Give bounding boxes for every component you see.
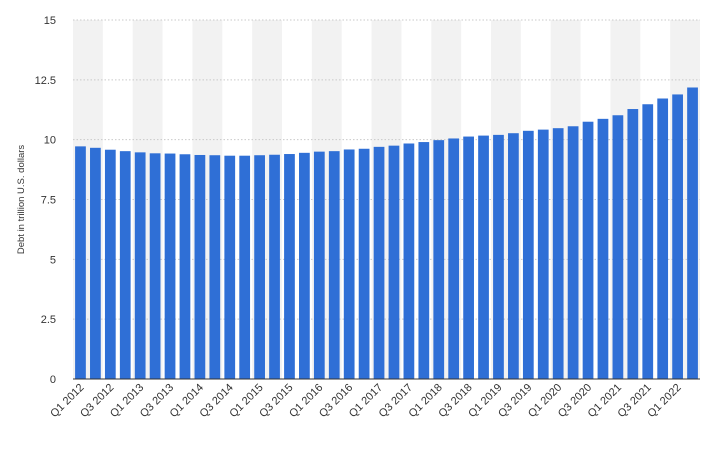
bar <box>119 151 131 379</box>
y-tick-label: 5 <box>50 254 56 266</box>
y-tick-label: 0 <box>50 374 56 386</box>
bar <box>433 140 445 379</box>
y-axis-label: Debt in trillion U.S. dollars <box>16 145 27 255</box>
bar <box>597 118 609 379</box>
bar <box>508 133 519 379</box>
bar <box>328 151 340 379</box>
bar <box>373 146 385 379</box>
y-tick-label: 10 <box>44 135 56 147</box>
bar <box>90 147 101 379</box>
bar <box>209 155 221 379</box>
y-tick-label: 7.5 <box>41 195 56 207</box>
bar <box>627 109 639 380</box>
bar <box>642 104 654 379</box>
bar <box>418 142 430 379</box>
bars <box>75 87 698 380</box>
bar <box>672 94 683 379</box>
bar <box>224 155 236 379</box>
bar <box>522 130 534 379</box>
bar <box>478 135 489 379</box>
y-tick-label: 15 <box>44 15 56 27</box>
bar <box>358 148 370 379</box>
bar <box>299 152 310 379</box>
bar <box>134 152 146 379</box>
bar <box>254 155 265 379</box>
bar <box>552 128 564 379</box>
bar <box>567 126 579 379</box>
bar <box>687 87 698 379</box>
bar <box>403 143 415 379</box>
bar <box>343 149 355 379</box>
bar <box>612 115 624 379</box>
bar <box>194 154 206 379</box>
bar <box>104 149 116 379</box>
y-tick-label: 12.5 <box>35 75 56 87</box>
gridlines <box>73 19 700 320</box>
bar <box>448 138 460 379</box>
bar <box>657 98 669 379</box>
bar <box>493 134 504 379</box>
bar <box>313 151 325 379</box>
bar <box>239 155 251 379</box>
x-tick-label: Q1 2022 <box>645 382 683 420</box>
bar <box>269 154 280 379</box>
bar <box>463 136 474 379</box>
bar <box>537 129 549 379</box>
bar <box>149 153 161 379</box>
bar <box>388 145 400 379</box>
y-tick-label: 2.5 <box>41 314 56 326</box>
bar <box>582 121 594 379</box>
bar <box>75 146 86 379</box>
bar <box>164 153 176 379</box>
bar <box>284 154 295 379</box>
y-axis-ticks: 0 2.5 5 7.5 10 12.5 15 <box>35 15 56 386</box>
bar <box>179 154 191 379</box>
